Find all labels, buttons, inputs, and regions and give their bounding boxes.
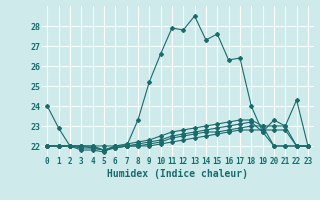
X-axis label: Humidex (Indice chaleur): Humidex (Indice chaleur) <box>107 169 248 179</box>
